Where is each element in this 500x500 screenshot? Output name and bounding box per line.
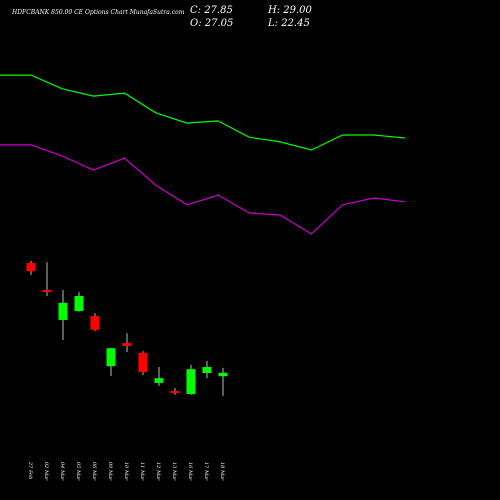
candle-body bbox=[26, 263, 36, 272]
candle-body bbox=[138, 352, 148, 373]
candle-body bbox=[186, 369, 196, 394]
candle-body bbox=[58, 302, 68, 320]
x-tick-label: 05 Mar bbox=[75, 462, 81, 481]
x-tick-label: 10 Mar bbox=[123, 462, 129, 481]
x-tick-label: 11 Mar bbox=[139, 462, 145, 481]
candle-body bbox=[42, 289, 52, 293]
stat: H: 29.00 bbox=[267, 5, 313, 16]
stat: L: 22.45 bbox=[267, 18, 310, 29]
x-tick-label: 16 Mar bbox=[187, 462, 193, 481]
x-tick-label: 12 Mar bbox=[155, 462, 161, 481]
candle-body bbox=[90, 316, 100, 330]
chart-title: HDFCBANK 850.00 CE Options Chart MunafaS… bbox=[11, 9, 185, 16]
candle-body bbox=[74, 295, 84, 311]
candle-body bbox=[218, 372, 228, 377]
x-tick-label: 04 Mar bbox=[59, 462, 65, 481]
x-tick-label: 09 Mar bbox=[107, 462, 113, 481]
candle-body bbox=[106, 348, 116, 367]
candle-body bbox=[202, 367, 212, 374]
stat: C: 27.85 bbox=[190, 5, 233, 16]
x-tick-label: 27 Feb bbox=[27, 461, 33, 479]
x-tick-label: 17 Mar bbox=[203, 462, 209, 481]
stat: O: 27.05 bbox=[190, 18, 233, 29]
x-tick-label: 13 Mar bbox=[171, 462, 177, 481]
x-tick-label: 06 Mar bbox=[91, 462, 97, 481]
candle-body bbox=[154, 378, 164, 383]
candle-body bbox=[122, 343, 132, 347]
candle-body bbox=[170, 390, 180, 394]
x-tick-label: 02 Mar bbox=[43, 462, 49, 481]
line bbox=[0, 144, 405, 235]
x-tick-label: 18 Mar bbox=[219, 462, 225, 481]
line bbox=[0, 74, 405, 151]
